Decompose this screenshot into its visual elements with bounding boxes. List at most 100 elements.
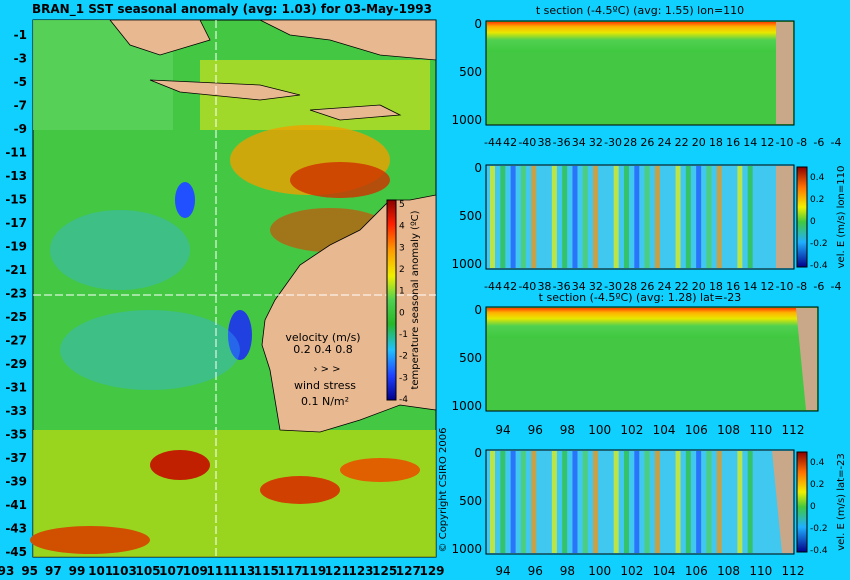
panel-x-tick-label: 18 bbox=[709, 136, 723, 149]
map-colorbar-tick: 3 bbox=[399, 243, 405, 253]
panel-colorbar-tick: 0.2 bbox=[810, 480, 824, 490]
map-colorbar-tick: 0 bbox=[399, 308, 405, 318]
panel-x-tick-label: -36 bbox=[553, 136, 571, 149]
velocity-stripe bbox=[603, 166, 609, 268]
velocity-legend: velocity (m/s) 0.2 0.4 0.8 › > > wind st… bbox=[285, 331, 360, 408]
wind-legend-title: wind stress bbox=[294, 379, 356, 392]
panel-x-tick-label: 12 bbox=[760, 280, 774, 293]
anomaly-field bbox=[30, 20, 436, 557]
panel-x-tick-label: 32 bbox=[589, 280, 603, 293]
map-x-tick-label: 121 bbox=[325, 564, 350, 578]
velocity-stripe bbox=[675, 166, 681, 268]
velocity-stripe bbox=[624, 451, 629, 553]
panel-x-tick-label: 104 bbox=[653, 423, 676, 437]
map-colorbar-tick: 5 bbox=[399, 200, 405, 210]
panel-x-tick-label: 38 bbox=[537, 136, 551, 149]
map-y-tick-label: -1 bbox=[14, 28, 27, 42]
panel-x-tick-label: 18 bbox=[709, 280, 723, 293]
panel-x-tick-label: 98 bbox=[560, 564, 575, 578]
map-y-tick-label: -19 bbox=[5, 240, 27, 254]
panel-x-tick-label: 24 bbox=[658, 280, 672, 293]
map-y-tick-label: -43 bbox=[5, 522, 27, 536]
velocity-stripe bbox=[634, 166, 640, 268]
panel-x-tick-label: 102 bbox=[620, 564, 643, 578]
panel-x-tick-label: 96 bbox=[528, 423, 543, 437]
panel-x-tick-label: 42 bbox=[503, 136, 517, 149]
velocity-stripe bbox=[603, 451, 609, 553]
map-y-tick-label: -29 bbox=[5, 357, 27, 371]
panel-x-tick-label: 12 bbox=[760, 136, 774, 149]
panel-t-section-lat: t section (-4.5ºC) (avg: 1.28) lat=-23 0 5… bbox=[451, 291, 819, 437]
panel-x-tick-label: 22 bbox=[675, 136, 689, 149]
copyright-label: © Copyright CSIRO 2006 bbox=[438, 428, 449, 553]
velocity-stripe bbox=[747, 166, 753, 268]
map-y-tick-label: -27 bbox=[5, 334, 27, 348]
panel-y-tick-label: 0 bbox=[474, 161, 482, 175]
velocity-stripe bbox=[541, 451, 547, 553]
panel-colorbar-tick: -0.4 bbox=[810, 546, 828, 556]
panel-x-tick-label: 14 bbox=[743, 280, 757, 293]
surface-warm-band bbox=[487, 308, 817, 338]
panel-x-tick-label: -10 bbox=[776, 136, 794, 149]
panel-x-tick-label: 32 bbox=[589, 136, 603, 149]
velocity-stripe bbox=[510, 451, 516, 553]
panel-x-tick-label: -8 bbox=[796, 280, 807, 293]
map-x-tick-label: 103 bbox=[112, 564, 137, 578]
panel-colorbar-tick: 0 bbox=[810, 217, 816, 227]
velocity-stripe bbox=[613, 166, 619, 268]
map-y-tick-label: -35 bbox=[5, 428, 27, 442]
panel-x-tick-label: 34 bbox=[572, 136, 586, 149]
panel-x-tick-label: -6 bbox=[813, 136, 824, 149]
map-y-tick-label: -21 bbox=[5, 263, 27, 277]
map-colorbar-ticks: 5 4 3 2 1 0 -1 -2 -3 -4 bbox=[399, 200, 408, 405]
wind-legend-value: 0.1 N/m² bbox=[301, 395, 349, 408]
velocity-legend-arrows: › > > bbox=[313, 364, 340, 375]
velocity-stripe bbox=[520, 451, 526, 553]
panel-x-tick-label: 42 bbox=[503, 280, 517, 293]
velocity-stripe bbox=[562, 166, 568, 268]
panel-y-tick-label: 500 bbox=[459, 65, 482, 79]
map-x-tick-label: 107 bbox=[159, 564, 184, 578]
panel-x-tick-label: 26 bbox=[640, 136, 654, 149]
map-x-tick-label: 123 bbox=[348, 564, 373, 578]
panel-y-tick-label: 0 bbox=[474, 446, 482, 460]
map-x-tick-label: 99 bbox=[69, 564, 86, 578]
map-y-tick-label: -39 bbox=[5, 475, 27, 489]
map-x-tick-label: 129 bbox=[419, 564, 444, 578]
panel-y-tick-label: 0 bbox=[474, 303, 482, 317]
map-x-tick-label: 127 bbox=[396, 564, 421, 578]
velocity-stripe bbox=[624, 166, 629, 268]
map-y-tick-label: -25 bbox=[5, 310, 27, 324]
panel-x-tick-label: -44 bbox=[484, 136, 502, 149]
map-colorbar-tick: -1 bbox=[399, 330, 408, 340]
panel-y-tick-label: 500 bbox=[459, 351, 482, 365]
panel-x-tick-label: 106 bbox=[685, 423, 708, 437]
panel-x-tick-label: 16 bbox=[726, 280, 740, 293]
panel-colorbar-tick: -0.4 bbox=[810, 261, 828, 271]
map-x-tick-label: 105 bbox=[135, 564, 160, 578]
panel-title: t section (-4.5ºC) (avg: 1.28) lat=-23 bbox=[539, 291, 742, 304]
velocity-stripe bbox=[520, 166, 526, 268]
panel-x-tick-label: 102 bbox=[620, 423, 643, 437]
map-y-tick-label: -11 bbox=[5, 146, 27, 160]
map-x-tick-label: 115 bbox=[254, 564, 279, 578]
map-y-tick-label: -33 bbox=[5, 404, 27, 418]
map-y-tick-label: -41 bbox=[5, 498, 27, 512]
panel-t-section-lon: t section (-4.5ºC) (avg: 1.55) lon=110 0 5… bbox=[451, 4, 841, 149]
panel-x-tick-label: 16 bbox=[726, 136, 740, 149]
panel-x-tick-label: -10 bbox=[776, 280, 794, 293]
velocity-stripe bbox=[696, 451, 702, 553]
panel-y-tick-label: 1000 bbox=[451, 113, 482, 127]
panel-x-tick-label: 112 bbox=[782, 423, 805, 437]
velocity-stripe bbox=[727, 451, 733, 553]
velocity-stripe bbox=[500, 166, 506, 268]
velocity-stripe bbox=[531, 451, 537, 553]
velocity-stripe bbox=[572, 166, 578, 268]
panel-x-tick-label: 26 bbox=[640, 280, 654, 293]
panel-x-tick-label: 100 bbox=[588, 564, 611, 578]
map-colorbar bbox=[386, 199, 397, 401]
velocity-stripe bbox=[490, 166, 495, 268]
panel-y-tick-label: 500 bbox=[459, 209, 482, 223]
